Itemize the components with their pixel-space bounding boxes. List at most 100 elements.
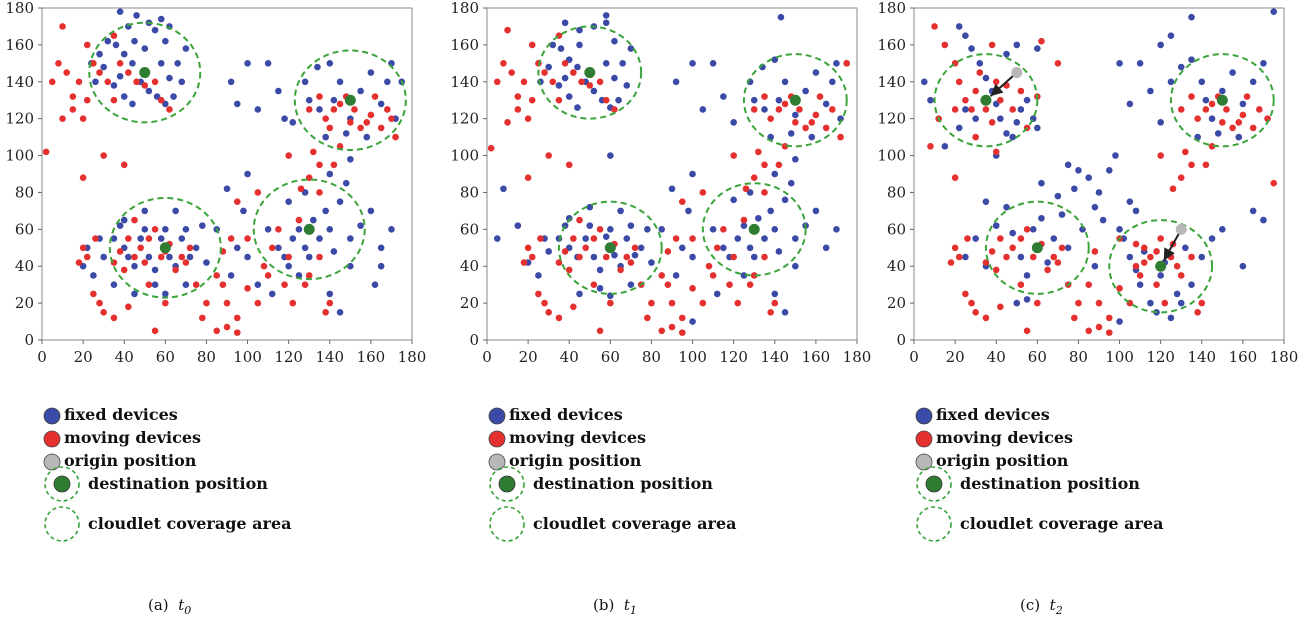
moving-device-point bbox=[59, 115, 66, 122]
fixed-device-point bbox=[623, 235, 631, 242]
moving-device-point bbox=[1249, 124, 1257, 132]
fixed-device-point bbox=[833, 60, 840, 67]
moving-device-point bbox=[644, 314, 651, 322]
fixed-device-point bbox=[178, 235, 186, 242]
origin-legend-label: origin position bbox=[509, 451, 642, 470]
fixed-device-point bbox=[557, 45, 565, 52]
cloudlet-coverage-area bbox=[701, 182, 807, 277]
moving-device-point bbox=[767, 309, 774, 316]
moving-device-point bbox=[1054, 60, 1062, 67]
fixed-device-point bbox=[1270, 8, 1278, 15]
moving-device-point bbox=[524, 115, 532, 122]
fixed-device-point bbox=[192, 244, 200, 252]
moving-device-point bbox=[1038, 37, 1045, 45]
moving-device-point bbox=[570, 69, 577, 76]
fixed-device-point bbox=[678, 244, 686, 252]
fixed-device-point bbox=[104, 37, 112, 45]
fixed-device-point bbox=[137, 235, 144, 242]
moving-device-point bbox=[997, 235, 1004, 242]
moving-device-point bbox=[90, 290, 97, 298]
fixed-device-point bbox=[1167, 314, 1175, 322]
x-tick-label: 40 bbox=[115, 348, 134, 366]
moving-device-point bbox=[742, 185, 750, 193]
fixed-device-point bbox=[151, 281, 159, 288]
fixed-device-point bbox=[955, 124, 963, 132]
fixed-device-point bbox=[145, 87, 153, 95]
moving-device-point bbox=[219, 281, 227, 288]
fixed-device-point bbox=[812, 207, 820, 215]
fixed-device-point bbox=[125, 253, 132, 261]
moving-device-point bbox=[120, 266, 128, 274]
moving-device-point bbox=[955, 78, 963, 86]
fixed-device-point bbox=[1136, 281, 1144, 288]
fixed-device-point bbox=[1182, 244, 1189, 252]
moving-device-point bbox=[316, 253, 323, 261]
moving-device-point bbox=[582, 244, 589, 252]
fixed-device-point bbox=[771, 170, 779, 178]
fixed-device-point bbox=[357, 87, 364, 95]
fixed-device-point bbox=[941, 143, 949, 150]
moving-device-point bbox=[1116, 285, 1123, 292]
fixed-device-point bbox=[1116, 226, 1123, 233]
moving-device-point bbox=[151, 226, 159, 233]
fixed-device-point bbox=[1003, 203, 1010, 211]
moving-device-point bbox=[322, 309, 329, 316]
fixed-device-point bbox=[734, 235, 742, 242]
moving-device-point bbox=[1157, 235, 1164, 242]
fixed-device-point bbox=[367, 69, 375, 76]
moving-device-point bbox=[992, 148, 1000, 156]
moving-device-point bbox=[1223, 106, 1230, 113]
moving-device-point bbox=[726, 281, 733, 288]
moving-device-point bbox=[110, 96, 118, 104]
moving-device-point bbox=[182, 259, 190, 266]
moving-device-point bbox=[69, 106, 77, 113]
fixed-device-point bbox=[561, 74, 569, 82]
fixed-device-point bbox=[162, 290, 169, 298]
fixed-device-point bbox=[792, 235, 799, 242]
moving-device-point bbox=[1140, 259, 1148, 266]
moving-device-point bbox=[771, 299, 779, 307]
plot-frame bbox=[486, 7, 858, 341]
moving-device-point bbox=[48, 78, 56, 86]
moving-device-point bbox=[493, 78, 501, 86]
destination-position-point bbox=[159, 242, 171, 254]
moving-device-point bbox=[678, 329, 686, 336]
moving-device-point bbox=[1017, 87, 1025, 95]
fixed-device-point bbox=[500, 185, 507, 193]
x-tick-label: 0 bbox=[482, 348, 492, 366]
fixed-device-point bbox=[347, 262, 354, 270]
caption-a: (a) t0 bbox=[148, 596, 191, 617]
fixed-device-point bbox=[607, 152, 614, 159]
fixed-device-point bbox=[116, 222, 124, 229]
fixed-device-point bbox=[685, 207, 692, 215]
cloudlet-coverage-area bbox=[108, 196, 222, 299]
fixed-device-point bbox=[689, 60, 696, 67]
moving-device-point bbox=[528, 253, 536, 261]
moving-device-point bbox=[1202, 161, 1210, 169]
x-tick-label: 40 bbox=[560, 348, 579, 366]
moving-device-point bbox=[75, 259, 83, 266]
fixed-device-point bbox=[730, 119, 737, 126]
moving-device-point bbox=[927, 143, 934, 150]
fixed-device-point bbox=[822, 100, 830, 108]
moving-device-point bbox=[767, 115, 774, 122]
moving-device-point bbox=[570, 235, 577, 242]
fixed-device-point bbox=[203, 259, 210, 266]
moving-device-point bbox=[988, 119, 996, 126]
moving-device-point bbox=[487, 144, 495, 152]
moving-device-point bbox=[1182, 148, 1189, 156]
moving-device-point bbox=[1029, 253, 1037, 261]
moving-device-point bbox=[260, 262, 268, 270]
fixed-device-point bbox=[110, 235, 118, 242]
fixed-device-point bbox=[96, 50, 103, 58]
fixed-device-point bbox=[1034, 45, 1041, 52]
fixed-device-point bbox=[1249, 207, 1257, 215]
destination-position-point bbox=[789, 94, 801, 106]
fixed-device-point bbox=[1013, 41, 1021, 49]
fixed-device-point bbox=[141, 207, 149, 215]
fixed-device-point bbox=[1038, 214, 1045, 222]
moving-device-point bbox=[157, 96, 165, 104]
fixed-device-point bbox=[648, 259, 655, 266]
fixed-device-point bbox=[254, 106, 262, 113]
moving-device-point bbox=[623, 253, 631, 261]
